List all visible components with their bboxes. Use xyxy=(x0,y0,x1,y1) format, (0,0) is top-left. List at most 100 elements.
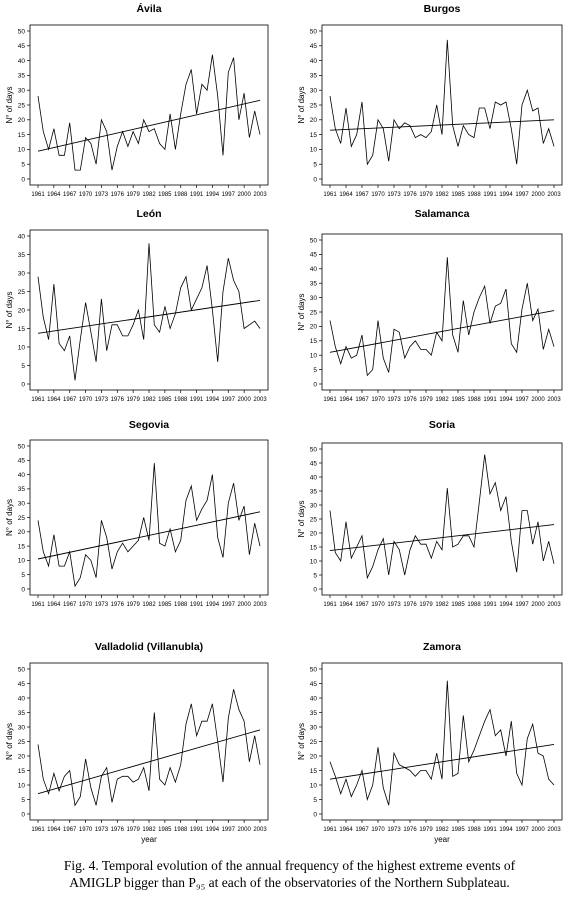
series-line xyxy=(329,39,555,166)
y-tick-label: 25 xyxy=(18,739,26,746)
plot-frame xyxy=(29,24,269,186)
y-tick-label: 30 xyxy=(18,501,26,508)
x-tick-label: 1985 xyxy=(158,602,172,608)
x-tick-label: 1964 xyxy=(47,397,61,403)
x-tick-label: 1979 xyxy=(126,827,140,833)
x-axis-label: year xyxy=(434,835,450,844)
y-tick-label: 30 xyxy=(18,724,26,731)
y-tick-label: 25 xyxy=(18,102,26,109)
y-axis-label: N° of days xyxy=(5,292,14,329)
y-tick-label: 15 xyxy=(310,768,318,775)
y-tick-label: 30 xyxy=(18,270,26,277)
x-tick-label: 1961 xyxy=(323,397,337,403)
x-tick-label: 1982 xyxy=(435,827,449,833)
x-tick-label: 1970 xyxy=(371,192,385,198)
y-tick-label: 50 xyxy=(18,28,26,35)
x-tick-label: 1961 xyxy=(323,827,337,833)
plot-frame xyxy=(29,229,269,391)
y-tick-label: 45 xyxy=(18,458,26,465)
x-tick-label: 1961 xyxy=(31,827,45,833)
y-tick-label: 10 xyxy=(310,147,318,154)
x-tick-label: 1997 xyxy=(222,397,236,403)
y-tick-label: 50 xyxy=(310,28,318,35)
y-tick-label: 10 xyxy=(310,782,318,789)
y-tick-label: 30 xyxy=(18,88,26,95)
x-tick-label: 1976 xyxy=(403,397,417,403)
x-tick-label: 1991 xyxy=(190,192,204,198)
y-tick-label: 0 xyxy=(313,811,317,818)
x-tick-label: 1967 xyxy=(63,827,77,833)
x-tick-label: 1988 xyxy=(467,602,481,608)
x-tick-label: 1967 xyxy=(355,827,369,833)
y-tick-label: 50 xyxy=(310,237,318,244)
y-tick-label: 30 xyxy=(310,295,318,302)
y-tick-label: 5 xyxy=(313,367,317,374)
x-tick-label: 1991 xyxy=(483,397,497,403)
x-tick-label: 1997 xyxy=(222,602,236,608)
x-tick-label: 1979 xyxy=(419,397,433,403)
y-axis-label: N° of days xyxy=(5,499,14,536)
x-tick-label: 1982 xyxy=(142,827,156,833)
y-tick-label: 40 xyxy=(18,58,26,65)
trend-line xyxy=(37,99,261,152)
x-tick-label: 1964 xyxy=(339,192,353,198)
y-tick-label: 0 xyxy=(313,381,317,388)
y-tick-label: 15 xyxy=(310,544,318,551)
series-line xyxy=(329,257,555,377)
y-tick-label: 15 xyxy=(18,768,26,775)
y-tick-label: 35 xyxy=(18,252,26,259)
x-tick-label: 1970 xyxy=(79,192,93,198)
x-tick-label: 1973 xyxy=(387,602,401,608)
y-tick-label: 15 xyxy=(18,543,26,550)
chart-panel-4: Salamanca 0 5 10 15 20 25 30 35 40 45 50 1961 1964 196… xyxy=(297,208,563,403)
y-tick-label: 40 xyxy=(18,695,26,702)
x-tick-label: 1979 xyxy=(126,397,140,403)
trend-line xyxy=(329,524,555,552)
figure-caption: Fig. 4. Temporal evolution of the annual… xyxy=(10,857,569,891)
y-tick-label: 45 xyxy=(18,43,26,50)
y-tick-label: 20 xyxy=(18,307,26,314)
x-tick-label: 1994 xyxy=(206,397,220,403)
y-tick-label: 25 xyxy=(310,739,318,746)
x-tick-label: 1973 xyxy=(95,827,109,833)
chart-grid: Ávila 0 5 10 15 20 25 30 35 40 45 50 1961 1964 1967 197… xyxy=(5,2,563,844)
y-tick-label: 15 xyxy=(310,338,318,345)
y-axis-label: N° of days xyxy=(297,501,306,538)
x-tick-label: 1964 xyxy=(339,397,353,403)
y-tick-label: 5 xyxy=(21,572,25,579)
x-tick-label: 1982 xyxy=(142,397,156,403)
y-axis-label: N° of days xyxy=(297,294,306,331)
x-tick-label: 1991 xyxy=(483,827,497,833)
chart-title: León xyxy=(136,208,161,220)
y-tick-label: 35 xyxy=(18,73,26,80)
y-tick-label: 30 xyxy=(310,724,318,731)
plot-frame xyxy=(29,662,269,821)
x-tick-label: 1979 xyxy=(126,602,140,608)
chart-title: Burgos xyxy=(424,3,461,15)
x-axis-label: year xyxy=(141,835,157,844)
y-tick-label: 15 xyxy=(18,326,26,333)
y-tick-label: 25 xyxy=(18,289,26,296)
y-tick-label: 40 xyxy=(18,472,26,479)
chart-title: Soria xyxy=(429,419,455,431)
x-tick-label: 1997 xyxy=(515,192,529,198)
y-tick-label: 25 xyxy=(310,309,318,316)
x-tick-label: 2000 xyxy=(237,397,251,403)
x-tick-label: 1991 xyxy=(190,827,204,833)
y-tick-label: 20 xyxy=(18,753,26,760)
x-tick-label: 2000 xyxy=(531,602,545,608)
y-tick-label: 35 xyxy=(18,710,26,717)
y-tick-label: 40 xyxy=(310,266,318,273)
y-tick-label: 35 xyxy=(310,710,318,717)
y-tick-label: 50 xyxy=(310,666,318,673)
y-axis-label: N° of days xyxy=(5,87,14,124)
plot-frame xyxy=(321,442,563,596)
y-tick-label: 45 xyxy=(310,252,318,259)
chart-panel-3: León 0 5 10 15 20 25 30 35 40 1961 1964 1967 1970 1973… xyxy=(5,208,269,403)
x-tick-label: 1961 xyxy=(323,602,337,608)
chart-panel-7: Valladolid (Villanubla) 0 5 10 15 20 25 30 35 40 4… xyxy=(5,641,269,844)
x-tick-label: 1973 xyxy=(95,602,109,608)
x-tick-label: 1967 xyxy=(63,397,77,403)
y-tick-label: 0 xyxy=(21,381,25,388)
